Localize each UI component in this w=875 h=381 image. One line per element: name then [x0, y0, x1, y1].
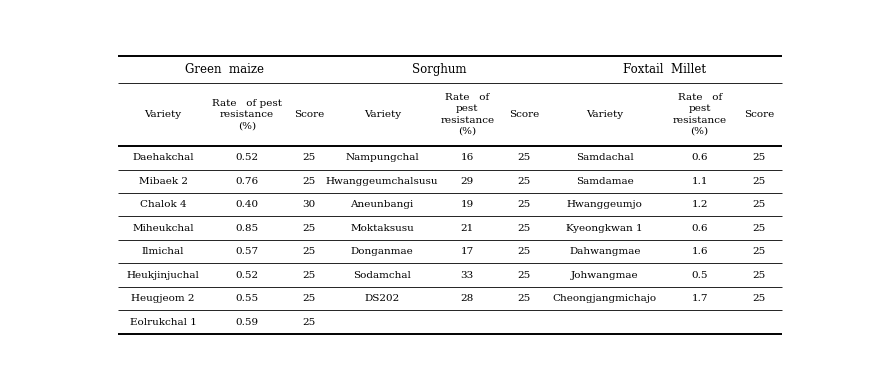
Text: 0.52: 0.52	[235, 153, 259, 162]
Text: Samdachal: Samdachal	[576, 153, 634, 162]
Text: 33: 33	[461, 271, 474, 280]
Text: Rate   of pest
resistance
(%): Rate of pest resistance (%)	[212, 99, 282, 130]
Text: 25: 25	[302, 247, 315, 256]
Text: Green  maize: Green maize	[186, 63, 264, 76]
Text: Variety: Variety	[364, 110, 401, 119]
Text: 25: 25	[518, 153, 531, 162]
Text: Sorghum: Sorghum	[412, 63, 466, 76]
Text: 0.6: 0.6	[691, 224, 708, 233]
Text: 0.76: 0.76	[235, 177, 259, 186]
Text: 25: 25	[752, 294, 766, 303]
Text: 25: 25	[518, 177, 531, 186]
Text: 1.1: 1.1	[691, 177, 708, 186]
Text: 25: 25	[518, 271, 531, 280]
Text: Daehakchal: Daehakchal	[132, 153, 194, 162]
Text: 30: 30	[302, 200, 315, 209]
Text: Rate   of
pest
resistance
(%): Rate of pest resistance (%)	[440, 93, 494, 136]
Text: 0.40: 0.40	[235, 200, 259, 209]
Text: 1.7: 1.7	[691, 294, 708, 303]
Text: 1.2: 1.2	[691, 200, 708, 209]
Text: 25: 25	[752, 200, 766, 209]
Text: 29: 29	[461, 177, 474, 186]
Text: 0.85: 0.85	[235, 224, 259, 233]
Text: Sodamchal: Sodamchal	[354, 271, 411, 280]
Text: Dahwangmae: Dahwangmae	[569, 247, 640, 256]
Text: 0.6: 0.6	[691, 153, 708, 162]
Text: Variety: Variety	[586, 110, 623, 119]
Text: 25: 25	[302, 318, 315, 327]
Text: 25: 25	[302, 294, 315, 303]
Text: Chalok 4: Chalok 4	[140, 200, 186, 209]
Text: 25: 25	[518, 200, 531, 209]
Text: 25: 25	[518, 224, 531, 233]
Text: Nampungchal: Nampungchal	[346, 153, 419, 162]
Text: DS202: DS202	[365, 294, 400, 303]
Text: Eolrukchal 1: Eolrukchal 1	[130, 318, 197, 327]
Text: Cheongjangmichajo: Cheongjangmichajo	[553, 294, 657, 303]
Text: 0.59: 0.59	[235, 318, 259, 327]
Text: Hwanggeumchalsusu: Hwanggeumchalsusu	[326, 177, 438, 186]
Text: Donganmae: Donganmae	[351, 247, 414, 256]
Text: 25: 25	[302, 177, 315, 186]
Text: 25: 25	[752, 224, 766, 233]
Text: Score: Score	[745, 110, 774, 119]
Text: Miheukchal: Miheukchal	[132, 224, 194, 233]
Text: Aneunbangi: Aneunbangi	[351, 200, 414, 209]
Text: Score: Score	[509, 110, 540, 119]
Text: Rate   of
pest
resistance
(%): Rate of pest resistance (%)	[673, 93, 727, 136]
Text: 0.57: 0.57	[235, 247, 259, 256]
Text: 1.6: 1.6	[691, 247, 708, 256]
Text: 25: 25	[302, 271, 315, 280]
Text: Moktaksusu: Moktaksusu	[350, 224, 414, 233]
Text: Heugjeom 2: Heugjeom 2	[131, 294, 195, 303]
Text: Score: Score	[294, 110, 324, 119]
Text: 0.52: 0.52	[235, 271, 259, 280]
Text: 25: 25	[752, 153, 766, 162]
Text: 25: 25	[752, 247, 766, 256]
Text: 0.5: 0.5	[691, 271, 708, 280]
Text: 25: 25	[302, 153, 315, 162]
Text: Hwanggeumjo: Hwanggeumjo	[567, 200, 643, 209]
Text: 17: 17	[461, 247, 474, 256]
Text: 21: 21	[461, 224, 474, 233]
Text: Kyeongkwan 1: Kyeongkwan 1	[566, 224, 643, 233]
Text: Ilmichal: Ilmichal	[142, 247, 185, 256]
Text: 25: 25	[752, 271, 766, 280]
Text: 0.55: 0.55	[235, 294, 259, 303]
Text: Johwangmae: Johwangmae	[571, 271, 639, 280]
Text: Samdamae: Samdamae	[576, 177, 634, 186]
Text: Heukjinjuchal: Heukjinjuchal	[127, 271, 200, 280]
Text: 19: 19	[461, 200, 474, 209]
Text: 25: 25	[302, 224, 315, 233]
Text: 25: 25	[518, 294, 531, 303]
Text: 25: 25	[518, 247, 531, 256]
Text: 16: 16	[461, 153, 474, 162]
Text: 28: 28	[461, 294, 474, 303]
Text: Mibaek 2: Mibaek 2	[138, 177, 187, 186]
Text: Foxtail  Millet: Foxtail Millet	[623, 63, 706, 76]
Text: Variety: Variety	[144, 110, 182, 119]
Text: 25: 25	[752, 177, 766, 186]
